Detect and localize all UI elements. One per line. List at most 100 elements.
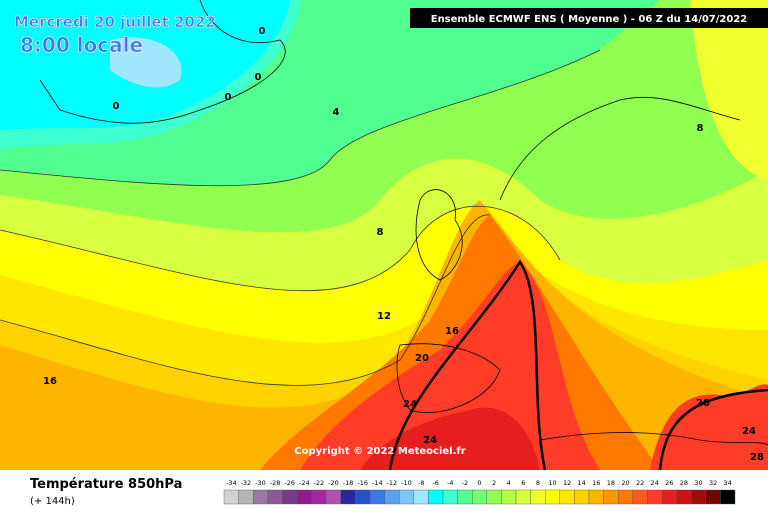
scale-swatch xyxy=(720,489,736,505)
scale-label: -20 xyxy=(328,479,339,487)
scale-swatch xyxy=(632,489,648,505)
scale-label: -18 xyxy=(343,479,354,487)
scale-label: -30 xyxy=(255,479,266,487)
contour-label: 16 xyxy=(43,376,57,387)
contour-label: 16 xyxy=(445,326,459,337)
copyright: Copyright © 2022 Meteociel.fr xyxy=(294,446,465,457)
coastline xyxy=(499,96,741,201)
scale-label: 16 xyxy=(592,479,600,487)
scale-swatch xyxy=(296,489,312,505)
scale-swatch xyxy=(428,489,444,505)
scale-swatch xyxy=(705,489,721,505)
scale-label: -22 xyxy=(314,479,325,487)
contour-label: 0 xyxy=(225,92,232,103)
scale-label: 22 xyxy=(636,479,644,487)
scale-swatch xyxy=(442,489,458,505)
contour-label: 4 xyxy=(333,107,340,118)
scale-swatch xyxy=(384,489,400,505)
contour-label: 20 xyxy=(696,398,710,409)
scale-swatch xyxy=(574,489,590,505)
scale-swatch xyxy=(515,489,531,505)
scale-swatch xyxy=(559,489,575,505)
scale-label: 32 xyxy=(709,479,717,487)
scale-label: -28 xyxy=(270,479,281,487)
isotherm xyxy=(0,205,561,292)
map xyxy=(0,0,768,471)
contour-label: 12 xyxy=(377,311,391,322)
scale-label: 12 xyxy=(563,479,571,487)
contour-label: 20 xyxy=(415,353,429,364)
scale-swatch xyxy=(267,489,283,505)
scale-label: -26 xyxy=(284,479,295,487)
scale-label: 24 xyxy=(651,479,659,487)
scale-label: 28 xyxy=(680,479,688,487)
scale-swatch xyxy=(457,489,473,505)
scale-label: -24 xyxy=(299,479,310,487)
scale-swatch xyxy=(618,489,634,505)
scale-swatch xyxy=(647,489,663,505)
contour-label: 24 xyxy=(742,426,756,437)
band xyxy=(300,262,600,470)
contour-label: 8 xyxy=(377,227,384,238)
scale-label: -2 xyxy=(462,479,468,487)
time: 8:00 locale xyxy=(20,33,143,57)
scale-label: 26 xyxy=(665,479,673,487)
isotherm xyxy=(0,49,601,187)
scale-label: -12 xyxy=(387,479,398,487)
band xyxy=(360,407,540,470)
scale-label: -8 xyxy=(418,479,424,487)
scale-swatch xyxy=(282,489,298,505)
isotherm xyxy=(0,214,491,386)
coastline xyxy=(39,0,286,124)
band xyxy=(690,0,768,180)
scale-swatch xyxy=(691,489,707,505)
scale-label: 20 xyxy=(621,479,629,487)
scale-swatch xyxy=(223,489,239,505)
scale-swatch xyxy=(545,489,561,505)
scale-swatch xyxy=(530,489,546,505)
scale-label: -14 xyxy=(372,479,383,487)
contour-label: 24 xyxy=(423,435,437,446)
scale-swatch xyxy=(355,489,371,505)
scale-swatch xyxy=(399,489,415,505)
scale-swatch xyxy=(603,489,619,505)
isotherm-20 xyxy=(388,259,547,471)
isotherm-20 xyxy=(658,388,768,471)
scale-swatch xyxy=(588,489,604,505)
scale-label: 0 xyxy=(477,479,481,487)
scale-label: 2 xyxy=(492,479,496,487)
coastline xyxy=(415,189,463,281)
scale-swatch xyxy=(413,489,429,505)
scale-label: 18 xyxy=(607,479,615,487)
scale-label: 6 xyxy=(521,479,525,487)
scale-swatch xyxy=(326,489,342,505)
coastline xyxy=(539,432,768,446)
legend-subtitle: (+ 144h) xyxy=(30,496,75,507)
color-scale: -34 -32 -30 -28 -26 -24 -22 -20 -18 -16 -14 -12 -10-… xyxy=(223,479,736,505)
legend-title: Température 850hPa xyxy=(30,477,182,492)
scale-swatch xyxy=(676,489,692,505)
scale-label: 30 xyxy=(694,479,702,487)
scale-label: -32 xyxy=(241,479,252,487)
contour-label: 8 xyxy=(697,123,704,134)
scale-swatch xyxy=(472,489,488,505)
scale-swatch xyxy=(311,489,327,505)
contour-label: 24 xyxy=(403,399,417,410)
scale-label: 10 xyxy=(548,479,556,487)
scale-swatch xyxy=(340,489,356,505)
band xyxy=(110,37,182,88)
coastline xyxy=(396,343,501,413)
scale-label: 8 xyxy=(536,479,540,487)
scale-label: 34 xyxy=(724,479,732,487)
model-info: Ensemble ECMWF ENS ( Moyenne ) - 06 Z du… xyxy=(431,14,748,25)
scale-label: -10 xyxy=(401,479,412,487)
scale-label: -4 xyxy=(447,479,453,487)
scale-swatch xyxy=(501,489,517,505)
contour-label: 0 xyxy=(259,26,266,37)
contour-labels: 0 0 0 0 4 8 8 12 16 16 20 20 24 24 24 28 xyxy=(43,26,764,463)
scale-swatch xyxy=(252,489,268,505)
contour-label: 0 xyxy=(113,101,120,112)
header-box xyxy=(410,8,768,28)
scale-swatch xyxy=(661,489,677,505)
scale-swatch xyxy=(486,489,502,505)
